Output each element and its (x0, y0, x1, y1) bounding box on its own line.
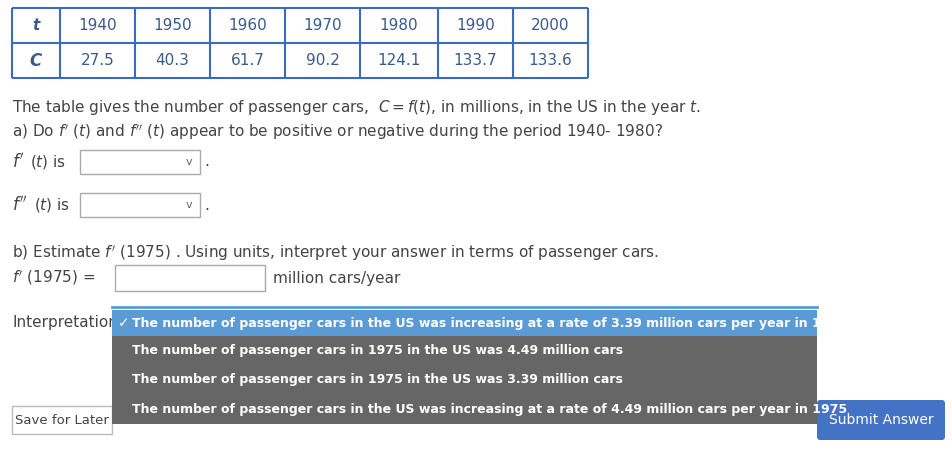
Text: 61.7: 61.7 (230, 53, 265, 68)
Bar (80, 193, 200, 217)
Text: The table gives the number of passenger cars,  $C = f(t)$, in millions, in the U: The table gives the number of passenger … (12, 98, 701, 117)
Text: The number of passenger cars in the US was increasing at a rate of 3.39 million : The number of passenger cars in the US w… (132, 317, 847, 330)
Text: 1990: 1990 (456, 18, 495, 33)
Text: v: v (186, 157, 192, 167)
Text: t: t (32, 18, 40, 33)
Text: $(t)$ is: $(t)$ is (34, 196, 70, 214)
Text: million cars/year: million cars/year (273, 270, 401, 285)
Text: 133.7: 133.7 (454, 53, 497, 68)
Text: 1970: 1970 (303, 18, 342, 33)
Text: 90.2: 90.2 (306, 53, 340, 68)
Text: 27.5: 27.5 (81, 53, 114, 68)
Text: a) Do $f'$ $(t)$ and $f''$ $(t)$ appear to be positive or negative during the pe: a) Do $f'$ $(t)$ and $f''$ $(t)$ appear … (12, 122, 663, 141)
Text: 1960: 1960 (228, 18, 267, 33)
Bar (112, 310, 817, 336)
Text: The number of passenger cars in 1975 in the US was 3.39 million cars: The number of passenger cars in 1975 in … (132, 374, 623, 386)
Bar (12, 406, 112, 434)
Bar (115, 265, 265, 291)
Text: v: v (186, 200, 192, 210)
Bar (112, 336, 817, 424)
Text: The number of passenger cars in the US was increasing at a rate of 4.49 million : The number of passenger cars in the US w… (132, 403, 847, 416)
Text: Interpretation: Interpretation (12, 314, 118, 330)
Text: $f'$: $f'$ (12, 152, 25, 172)
Text: 1950: 1950 (153, 18, 191, 33)
Text: 40.3: 40.3 (155, 53, 189, 68)
Text: $(t)$ is: $(t)$ is (30, 153, 67, 171)
Text: Submit Answer: Submit Answer (828, 413, 933, 427)
Text: .: . (204, 155, 208, 169)
Text: $f''$: $f''$ (12, 196, 28, 214)
Text: 133.6: 133.6 (528, 53, 572, 68)
Text: ✓: ✓ (118, 316, 129, 330)
Text: .: . (204, 197, 208, 213)
Text: 1940: 1940 (78, 18, 117, 33)
Text: 124.1: 124.1 (377, 53, 421, 68)
Text: 1980: 1980 (380, 18, 418, 33)
FancyBboxPatch shape (817, 400, 945, 440)
Text: The number of passenger cars in 1975 in the US was 4.49 million cars: The number of passenger cars in 1975 in … (132, 344, 624, 357)
Text: Save for Later: Save for Later (15, 414, 109, 426)
Bar (80, 150, 200, 174)
Text: C: C (30, 51, 42, 69)
Text: $f'$ (1975) =: $f'$ (1975) = (12, 269, 95, 287)
Text: b) Estimate $f'$ (1975) . Using units, interpret your answer in terms of passeng: b) Estimate $f'$ (1975) . Using units, i… (12, 243, 659, 263)
Text: 2000: 2000 (531, 18, 569, 33)
